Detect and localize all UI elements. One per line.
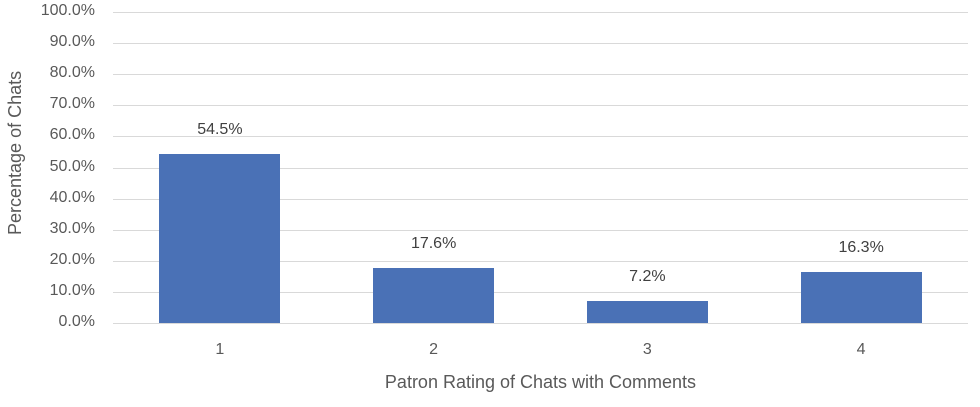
gridline — [113, 136, 968, 137]
data-label: 54.5% — [197, 120, 243, 138]
bar-4 — [800, 272, 922, 323]
gridline — [113, 74, 968, 75]
gridline — [113, 105, 968, 106]
gridline — [113, 168, 968, 169]
y-tick-label: 80.0% — [49, 64, 95, 81]
y-tick-label: 40.0% — [49, 189, 95, 206]
y-tick-label: 60.0% — [49, 126, 95, 143]
y-tick-label: 100.0% — [40, 2, 95, 19]
data-label: 16.3% — [838, 239, 884, 257]
bar-1 — [159, 153, 281, 323]
gridline — [113, 292, 968, 293]
y-tick-label: 10.0% — [49, 282, 95, 299]
y-tick-label: 70.0% — [49, 95, 95, 112]
gridline — [113, 230, 968, 231]
y-tick-label: 0.0% — [58, 313, 95, 330]
y-axis-label: Percentage of Chats — [5, 70, 25, 235]
x-tick-label: 1 — [215, 341, 225, 358]
gridline — [113, 12, 968, 13]
x-axis-label: Patron Rating of Chats with Comments — [384, 372, 697, 392]
gridline — [113, 261, 968, 262]
y-tick-label: 20.0% — [49, 251, 95, 268]
bar-2 — [373, 268, 495, 323]
x-tick-label: 3 — [642, 341, 652, 358]
x-tick-label: 4 — [856, 341, 866, 358]
bar-3 — [586, 300, 708, 323]
data-label: 17.6% — [410, 235, 457, 253]
x-tick-label: 2 — [429, 341, 439, 358]
gridline — [113, 323, 968, 324]
gridline — [113, 199, 968, 200]
y-tick-label: 90.0% — [49, 33, 95, 50]
data-label: 7.2% — [629, 267, 666, 285]
y-tick-label: 50.0% — [49, 158, 95, 175]
y-tick-label: 30.0% — [49, 220, 95, 237]
gridline — [113, 43, 968, 44]
